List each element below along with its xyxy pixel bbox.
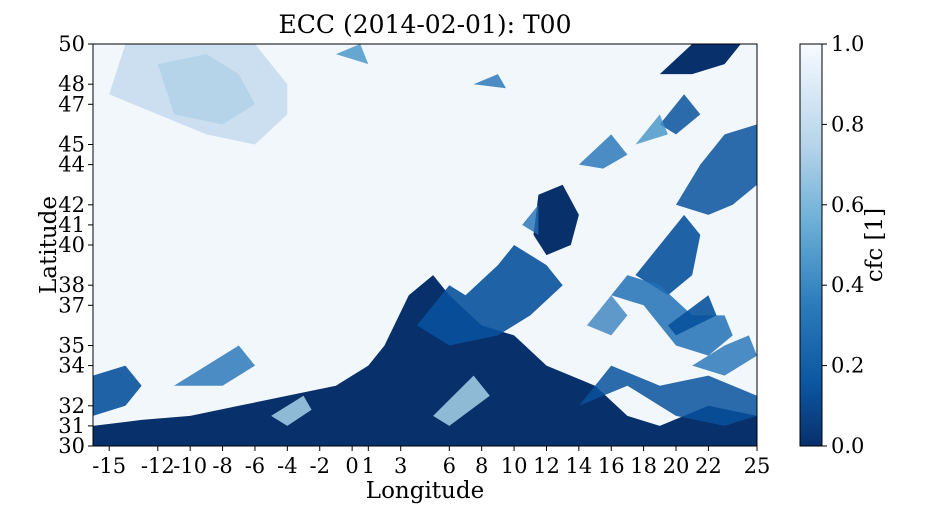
- cloud-region-low: [522, 204, 539, 235]
- x-tick-label: 16: [598, 454, 625, 478]
- x-tick-label: 1: [362, 454, 375, 478]
- x-tick-label: -15: [92, 454, 126, 478]
- colorbar-ticks: 0.0 0.2 0.4 0.6 0.8 1.0: [822, 32, 864, 458]
- cloud-region-clear: [416, 245, 563, 346]
- x-axis: -15 -12-10 -8 -6 -4 -2 0 1 3 6 8 10 12 14 16 18 20 22 25: [92, 446, 770, 478]
- x-tick-label: -12: [141, 454, 175, 478]
- x-tick-label: 10: [501, 454, 528, 478]
- colorbar-tick-label: 0.8: [831, 112, 864, 136]
- x-tick-label: 22: [695, 454, 722, 478]
- cloud-region-low: [335, 44, 369, 65]
- y-tick-label: 44: [58, 153, 85, 177]
- y-tick-label: 42: [58, 193, 85, 217]
- cloud-region-clear: [676, 124, 757, 215]
- colorbar-tick-label: 0.0: [831, 434, 864, 458]
- cloud-region-clear: [93, 365, 142, 416]
- y-tick-label: 31: [58, 414, 85, 438]
- x-tick-label: 6: [443, 454, 456, 478]
- x-tick-label: -6: [245, 454, 265, 478]
- cloud-region-clear: [578, 365, 757, 426]
- x-tick-label: 25: [744, 454, 771, 478]
- cloud-region-low: [611, 275, 733, 356]
- chart-title: ECC (2014-02-01): T00: [279, 10, 572, 39]
- x-tick-label: -4: [277, 454, 297, 478]
- y-tick-label: 37: [58, 293, 85, 317]
- heatmap-field: [93, 44, 757, 446]
- x-tick-label: 3: [394, 454, 407, 478]
- x-tick-label: 14: [565, 454, 592, 478]
- y-tick-label: 45: [58, 133, 85, 157]
- cloud-region-low: [174, 345, 255, 386]
- cloud-region-clear: [635, 214, 701, 296]
- y-tick-label: 47: [58, 92, 85, 116]
- x-tick-label: -2: [309, 454, 329, 478]
- cloud-region-low: [587, 295, 628, 336]
- y-tick-label: 32: [58, 394, 85, 418]
- cloud-region-clear: [93, 275, 757, 446]
- y-tick-label: 41: [58, 213, 85, 237]
- x-tick-label: 12: [533, 454, 560, 478]
- cloud-region-partial: [271, 395, 312, 426]
- colorbar-tick-label: 0.4: [831, 273, 864, 297]
- y-tick-label: 40: [58, 233, 85, 257]
- cloud-region-low: [578, 134, 628, 169]
- cloud-region-clear: [667, 295, 717, 336]
- colorbar-tick-label: 1.0: [831, 32, 864, 56]
- y-tick-label: 38: [58, 273, 85, 297]
- cloud-region-low: [635, 114, 668, 145]
- x-tick-label: 20: [663, 454, 690, 478]
- cloud-region-clear: [659, 44, 741, 75]
- cloud-region-partial: [157, 54, 255, 125]
- colorbar-tick-label: 0.2: [831, 354, 864, 378]
- x-tick-label: 8: [475, 454, 488, 478]
- y-tick-label: 48: [58, 72, 85, 96]
- y-tick-label: 34: [58, 354, 85, 378]
- y-tick-label: 50: [58, 32, 85, 56]
- cloud-region-clear: [533, 184, 579, 256]
- cloud-region-low: [473, 74, 506, 89]
- x-axis-title: Longitude: [366, 478, 484, 504]
- y-axis-title: Latitude: [36, 196, 62, 294]
- colorbar: [799, 43, 823, 447]
- y-tick-label: 35: [58, 334, 85, 358]
- colorbar-label: cfc [1]: [862, 208, 888, 282]
- y-tick-label: 30: [58, 434, 85, 458]
- colorbar-tick-label: 0.6: [831, 193, 864, 217]
- x-tick-label: -8: [212, 454, 232, 478]
- cloud-region-partial: [433, 375, 490, 426]
- cloud-region-clear: [659, 94, 701, 135]
- cloud-region-low: [692, 335, 757, 376]
- x-tick-label: -10: [173, 454, 207, 478]
- x-tick-label: 18: [630, 454, 657, 478]
- x-tick-label: 0: [345, 454, 358, 478]
